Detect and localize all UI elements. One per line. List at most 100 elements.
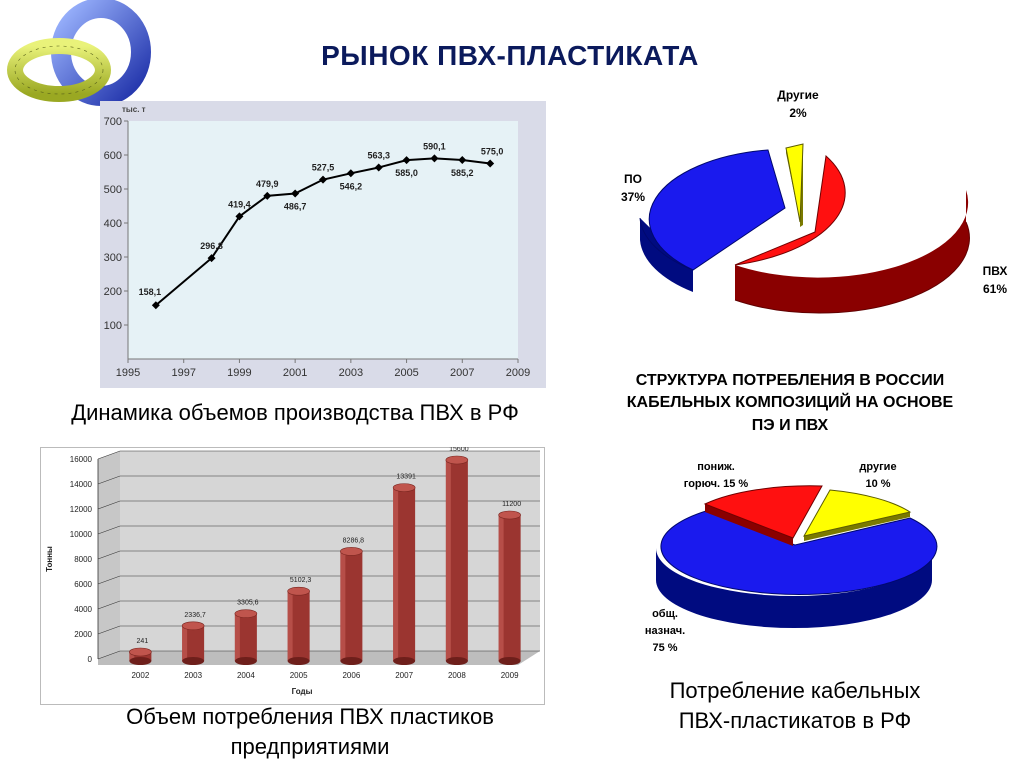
line-data-label: 546,2: [340, 181, 363, 191]
bar-body: [393, 487, 416, 661]
bar-base: [287, 657, 310, 665]
bar-cap: [392, 483, 416, 492]
line-point: [346, 169, 355, 178]
bar-category-label: 2005: [290, 671, 308, 680]
line-data-label: 527,5: [312, 163, 335, 173]
line-point: [374, 163, 383, 172]
bar-data-label: 11200: [502, 501, 521, 508]
bar-data-label: 5102,3: [290, 577, 312, 584]
structure-title: СТРУКТУРА ПОТРЕБЛЕНИЯ В РОССИИ КАБЕЛЬНЫХ…: [626, 372, 954, 434]
bar-data-label: 3305,6: [237, 600, 259, 607]
bar-y-tick-label: 8000: [74, 555, 92, 564]
bar-base: [393, 657, 416, 665]
pie2-slice-side-low-flammability: [705, 504, 793, 546]
pie2-slice-general: [660, 510, 938, 595]
bar-base: [234, 657, 257, 665]
pie2-slice-other: [803, 489, 912, 537]
bar-y-axis-title: Тонны: [45, 546, 54, 572]
bar-gridline: [97, 450, 540, 460]
bar-y-tick-label: 10000: [70, 530, 93, 539]
bar-y-tick-label: 4000: [74, 605, 92, 614]
bar-category-label: 2002: [131, 671, 149, 680]
line-data-label: 585,0: [395, 168, 418, 178]
line-y-tick-label: 300: [104, 252, 122, 264]
line-y-tick-label: 500: [104, 184, 122, 196]
line-point: [151, 301, 160, 310]
line-chart-caption: Динамика объемов производства ПВХ в РФ: [71, 400, 519, 425]
line-point: [319, 175, 327, 184]
bar-body: [234, 613, 257, 661]
line-y-tick-label: 400: [104, 218, 122, 230]
bar-cap: [445, 455, 469, 465]
bar-gridline: [97, 475, 540, 485]
bar-data-label: 15600: [449, 447, 469, 453]
line-x-tick-label: 2001: [283, 367, 307, 379]
bar-category-label: 2007: [395, 671, 413, 680]
bar-body: [182, 625, 205, 661]
bar-data-label: 13391: [396, 474, 416, 481]
line-data-label: 479,9: [256, 179, 279, 189]
page-title: РЫНОК ПВХ-ПЛАСТИКАТА: [321, 40, 699, 71]
pie-chart-cable-compounds: [656, 485, 938, 628]
line-y-tick-label: 100: [104, 320, 122, 332]
bar-base: [182, 657, 205, 665]
line-data-label: 296,8: [200, 241, 223, 251]
bar-category-label: 2004: [237, 671, 255, 680]
bar-y-tick-label: 0: [88, 655, 93, 664]
line-series: [155, 157, 491, 307]
bar-body: [340, 551, 363, 661]
bar-body: [445, 460, 468, 661]
line-point: [207, 254, 216, 263]
pie2-label-other: другие 10 %: [859, 461, 897, 491]
line-x-tick-label: 2003: [339, 367, 363, 379]
bar-cap: [340, 547, 363, 556]
pie2-label-general: общ. назнач. 75 %: [644, 608, 686, 655]
bar-cap: [129, 647, 152, 657]
bar-x-axis-title: Годы: [292, 687, 313, 696]
line-point: [486, 159, 495, 168]
torus-logo-icon: [7, 0, 151, 106]
bar-category-label: 2008: [448, 671, 466, 680]
line-point: [291, 189, 300, 198]
consumption-bar-chart: 0 2000 4000 6000 8000 10000 12000 14000 16000 Тон…: [40, 447, 545, 705]
line-data-label: 575,0: [481, 147, 504, 157]
line-point: [458, 156, 467, 165]
bar-y-tick-label: 6000: [74, 580, 92, 589]
pie2-slice-low-flammability: [703, 485, 823, 539]
line-x-tick-label: 2007: [450, 367, 474, 379]
pie2-slice-side-general: [656, 548, 932, 628]
line-data-label: 585,2: [451, 168, 474, 178]
bar-data-label: 8286,8: [343, 537, 365, 544]
line-x-tick-label: 2005: [394, 367, 418, 379]
bar-chart-caption: Объем потребления ПВХ пластиков предприя…: [40, 702, 580, 761]
line-y-unit: тыс. т: [122, 105, 146, 114]
line-point: [263, 191, 272, 200]
bar-data-label: 2336,7: [184, 612, 206, 619]
line-point: [235, 212, 244, 221]
bar-y-tick-label: 12000: [70, 505, 93, 514]
bar-floor: [98, 651, 540, 665]
bar-body: [129, 651, 152, 661]
bar-cap: [234, 609, 258, 618]
bar-y-tick-label: 2000: [74, 630, 92, 639]
bar-highlight: [340, 551, 346, 661]
bar-highlight: [182, 625, 188, 661]
line-data-label: 590,1: [423, 141, 446, 151]
bar-base: [129, 657, 152, 665]
bar-highlight: [129, 651, 135, 661]
line-data-label: 419,4: [228, 199, 251, 209]
bar-body: [287, 591, 310, 661]
bar-back-wall: [98, 451, 540, 659]
line-data-label: 158,1: [139, 287, 162, 297]
bar-cap: [498, 510, 521, 520]
line-plot-area: [128, 121, 518, 359]
production-line-chart: тыс. т 100 200 300 400 500 600 700 1995 1997 1999 2…: [100, 101, 546, 388]
bar-y-tick-label: 14000: [70, 480, 93, 489]
line-data-label: 486,7: [284, 202, 307, 212]
pie-slice-side-pvc: [735, 190, 970, 314]
bar-caption-line-1: Объем потребления ПВХ пластиков: [126, 704, 494, 729]
line-x-tick-label: 1995: [116, 367, 140, 379]
line-point: [402, 156, 411, 165]
bar-cap: [287, 586, 310, 596]
bar-base: [340, 657, 363, 665]
